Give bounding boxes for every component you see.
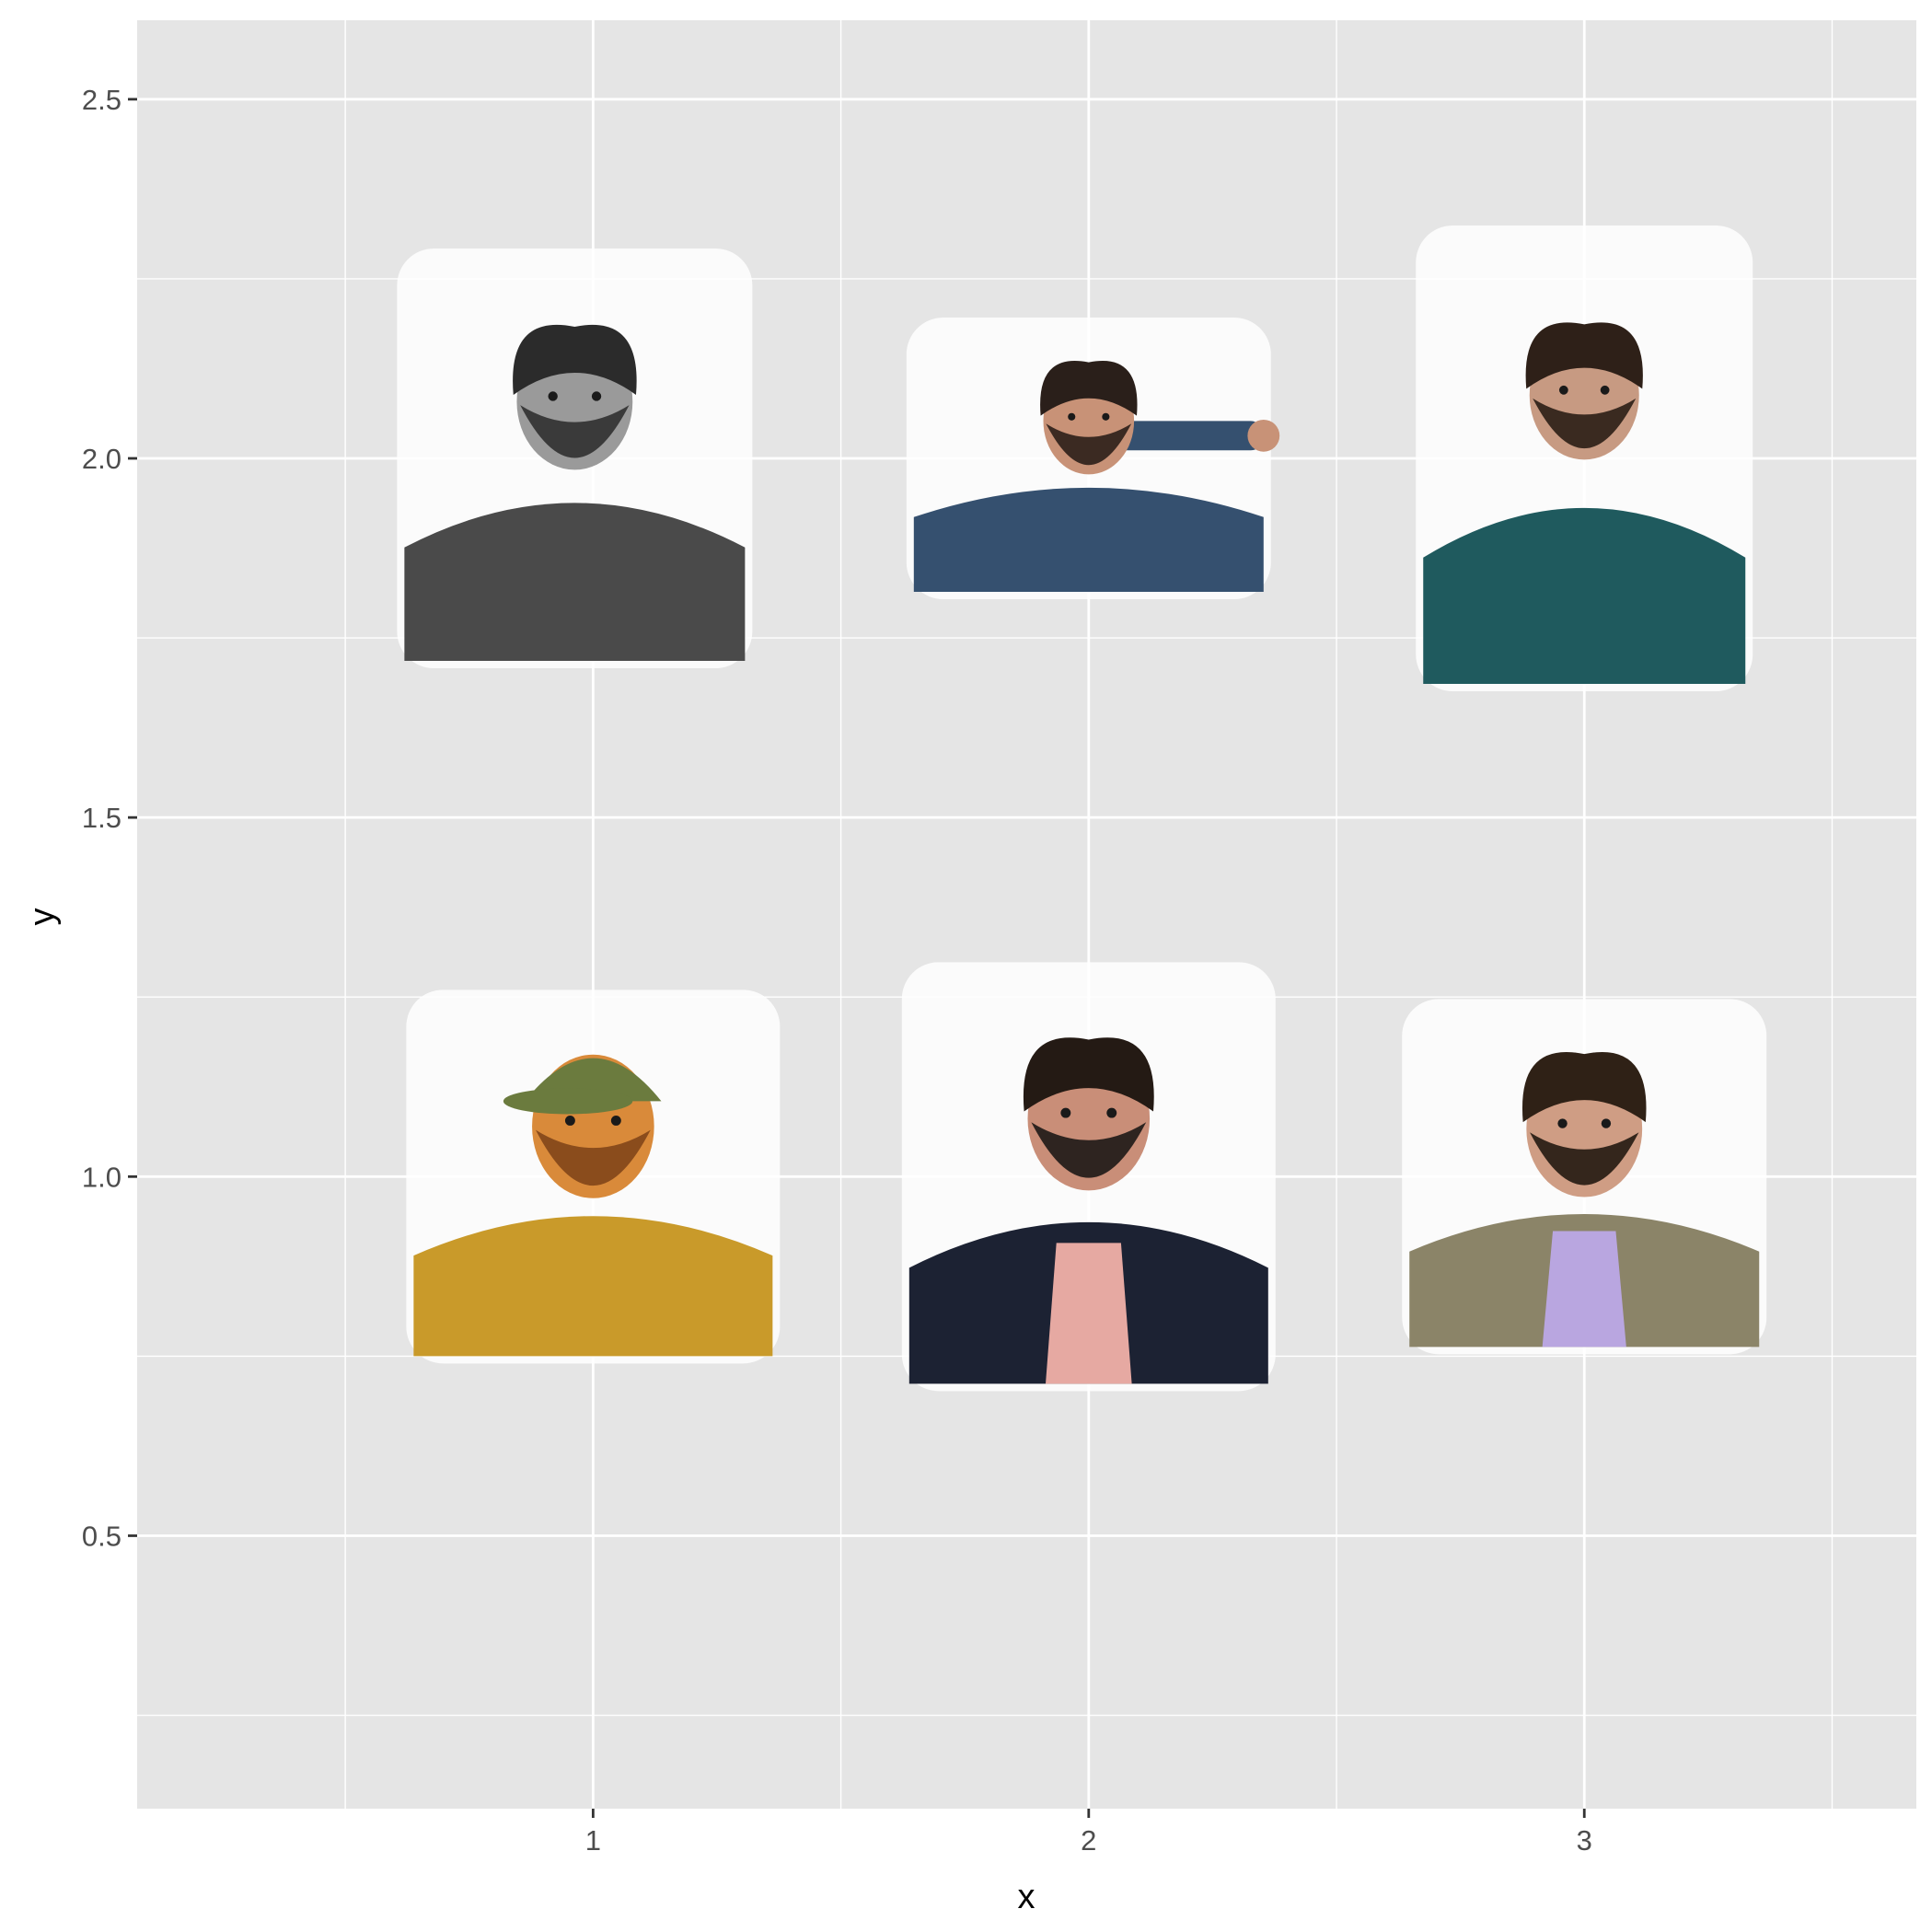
x-tick-labels: 1 2 3 — [585, 1824, 1592, 1857]
portrait-marker — [906, 317, 1280, 599]
portrait-marker — [1402, 999, 1767, 1355]
data-points — [397, 225, 1767, 1392]
axis-ticks — [128, 98, 1586, 1818]
y-tick-label: 0.5 — [82, 1520, 121, 1552]
portrait-marker — [901, 962, 1276, 1392]
y-tick-label: 2.5 — [82, 84, 121, 116]
x-tick-label: 2 — [1081, 1824, 1096, 1857]
y-tick-label: 1.5 — [82, 802, 121, 834]
portrait-marker — [1416, 225, 1753, 691]
y-tick-labels: 0.5 1.0 1.5 2.0 2.5 — [82, 84, 121, 1553]
y-axis-title: y — [23, 908, 62, 926]
y-tick-label: 2.0 — [82, 443, 121, 475]
portrait-marker — [406, 989, 781, 1364]
portrait-marker — [397, 248, 753, 668]
y-tick-label: 1.0 — [82, 1161, 121, 1193]
x-tick-label: 1 — [585, 1824, 601, 1857]
x-tick-label: 3 — [1577, 1824, 1592, 1857]
x-axis-title: x — [1018, 1878, 1035, 1916]
